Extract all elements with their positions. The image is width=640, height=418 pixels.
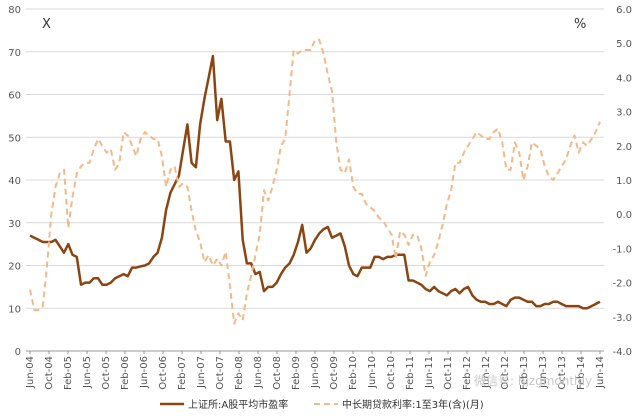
x-tick-label: Feb-07 [177,356,188,390]
x-tick-label: Feb-11 [405,356,416,390]
right-tick-label: -3.0 [612,313,632,324]
left-axis-title: X [42,17,51,32]
x-tick-label: Oct-05 [101,356,112,390]
x-tick-label: Jun-14 [595,356,606,389]
right-axis: -4.0 -3.0 -2.0 -1.0 0.0 1.0 2.0 3.0 4.0 5.0 6.0 [612,5,632,358]
left-tick-label: 70 [8,48,21,59]
x-tick-label: Jun-10 [367,356,378,389]
right-tick-label: 2.0 [616,142,632,153]
left-tick-label: 50 [8,133,21,144]
x-tick-label: Jun-11 [424,356,435,389]
legend-label-pe: 上证所:A股平均市盈率 [188,398,288,411]
right-tick-label: 4.0 [616,73,632,84]
x-tick-label: Feb-12 [462,356,473,390]
x-tick-label: Jun-06 [139,356,150,389]
series-line-loan-rate [29,38,601,325]
legend: 上证所:A股平均市盈率 中长期贷款利率:1至3年(含)(月) [160,398,484,411]
right-tick-label: 5.0 [616,39,632,50]
x-axis: Jun-04 Oct-04 Feb-05 Jun-05 Oct-05 Feb-06 Jun-… [25,351,606,390]
left-tick-label: 0 [15,347,21,358]
x-tick-label: Oct-04 [44,356,55,390]
x-tick-label: Oct-11 [443,356,454,390]
x-tick-label: Oct-07 [215,356,226,390]
x-tick-label: Oct-10 [386,356,397,390]
right-axis-title: % [574,17,586,32]
x-tick-label: Jun-04 [25,356,36,389]
x-tick-label: Oct-06 [158,356,169,390]
left-tick-label: 60 [8,91,21,102]
left-tick-label: 30 [8,219,21,230]
left-tick-label: 80 [8,5,21,16]
x-tick-label: Feb-05 [63,356,74,390]
right-tick-label: -4.0 [612,347,632,358]
right-tick-label: -2.0 [612,279,632,290]
x-tick-label: Oct-12 [500,356,511,390]
x-tick-label: Feb-09 [291,356,302,390]
watermark-text: 微信号: hjzgmonthly [474,374,592,388]
x-tick-label: Feb-14 [576,356,587,390]
x-tick-label: Oct-08 [272,356,283,390]
right-tick-label: 6.0 [616,5,632,16]
left-axis: 0 10 20 30 40 50 60 70 80 [8,5,21,358]
left-tick-label: 20 [8,262,21,273]
x-tick-label: Feb-13 [519,356,530,390]
x-tick-label: Jun-12 [481,356,492,389]
right-tick-label: 0.0 [616,210,632,221]
x-tick-label: Jun-09 [310,356,321,389]
x-tick-label: Oct-09 [329,356,340,390]
x-tick-label: Jun-07 [196,356,207,389]
x-tick-label: Jun-05 [82,356,93,389]
left-tick-label: 40 [8,176,21,187]
series-layer [29,38,601,325]
x-tick-label: Jun-08 [253,356,264,389]
x-tick-label: Jun-13 [538,356,549,389]
right-tick-label: -1.0 [612,244,632,255]
legend-label-rate: 中长期贷款利率:1至3年(含)(月) [342,398,484,411]
series-line-pe-ratio [29,54,601,310]
x-tick-label: Oct-13 [557,356,568,390]
x-tick-label: Feb-08 [234,356,245,390]
left-tick-label: 10 [8,304,21,315]
x-tick-label: Feb-10 [348,356,359,390]
x-tick-label: Feb-06 [120,356,131,390]
right-tick-label: 1.0 [616,176,632,187]
right-tick-label: 3.0 [616,108,632,119]
